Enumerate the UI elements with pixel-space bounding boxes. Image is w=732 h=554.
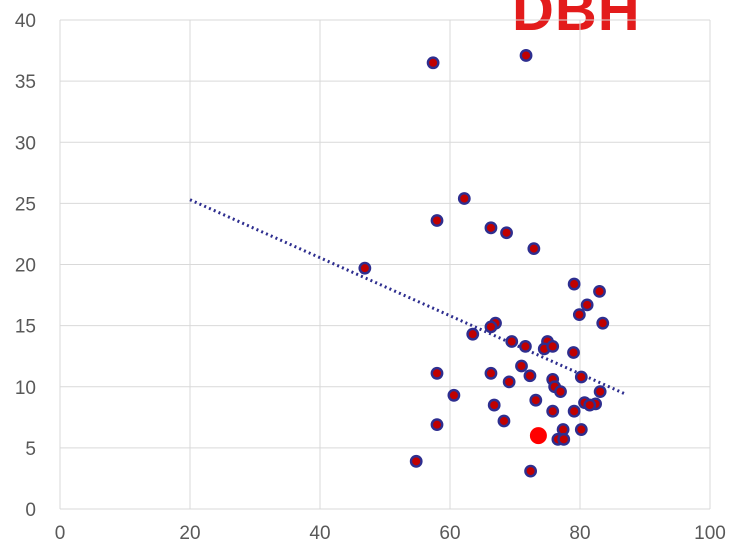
- data-point: [546, 340, 560, 353]
- data-point: [409, 454, 423, 468]
- data-point: [502, 375, 516, 389]
- x-tick-label: 80: [569, 523, 590, 544]
- data-point: [580, 298, 594, 312]
- x-tick-label: 40: [309, 523, 330, 544]
- x-tick-label: 0: [55, 523, 66, 544]
- data-point: [430, 214, 444, 227]
- y-tick-label: 15: [15, 317, 36, 338]
- data-point: [484, 366, 498, 380]
- data-point: [523, 369, 537, 383]
- highlight-layer: [529, 427, 547, 445]
- trendline: [189, 198, 627, 396]
- y-tick-label: 0: [25, 500, 36, 521]
- data-point: [529, 393, 543, 407]
- data-point: [519, 49, 533, 62]
- data-point: [557, 432, 571, 446]
- data-point: [515, 359, 528, 373]
- tick-labels: 0 20 40 60 80 100 0 5 10 15 20 25 30 35 40: [15, 11, 726, 544]
- y-tick-label: 5: [25, 439, 36, 460]
- data-point: [457, 192, 471, 205]
- y-tick-label: 40: [15, 11, 36, 32]
- data-point: [500, 226, 513, 240]
- data-point: [524, 464, 537, 478]
- data-point: [484, 320, 498, 334]
- data-point: [430, 366, 444, 380]
- data-point: [593, 385, 607, 399]
- data-point: [567, 404, 581, 418]
- data-point: [554, 385, 567, 399]
- data-point: [567, 346, 580, 359]
- y-tick-label: 20: [15, 256, 36, 277]
- data-point: [426, 56, 440, 70]
- x-tick-label: 20: [179, 523, 200, 544]
- data-point: [583, 398, 597, 412]
- data-point: [505, 335, 519, 348]
- data-point: [574, 423, 588, 436]
- data-point: [527, 242, 541, 256]
- highlighted-data-point: [529, 427, 547, 445]
- data-point: [497, 414, 511, 428]
- trendline-layer: [189, 198, 627, 396]
- data-point: [572, 308, 586, 322]
- y-tick-label: 10: [15, 378, 36, 399]
- y-tick-label: 30: [15, 133, 36, 154]
- data-point: [596, 316, 610, 330]
- data-point: [484, 221, 498, 235]
- data-point: [593, 284, 606, 298]
- x-tick-label: 60: [439, 523, 460, 544]
- data-point: [519, 340, 532, 353]
- data-points: [358, 49, 610, 478]
- data-point: [447, 388, 461, 402]
- data-point: [574, 370, 588, 384]
- data-point: [466, 327, 480, 341]
- data-point: [358, 261, 372, 275]
- data-point: [487, 398, 501, 412]
- grid-lines: [59, 19, 711, 510]
- data-point: [567, 277, 581, 291]
- data-point: [430, 418, 444, 432]
- x-tick-label: 100: [694, 523, 726, 544]
- data-point: [546, 404, 560, 418]
- y-tick-label: 35: [15, 72, 36, 93]
- y-tick-label: 25: [15, 194, 36, 215]
